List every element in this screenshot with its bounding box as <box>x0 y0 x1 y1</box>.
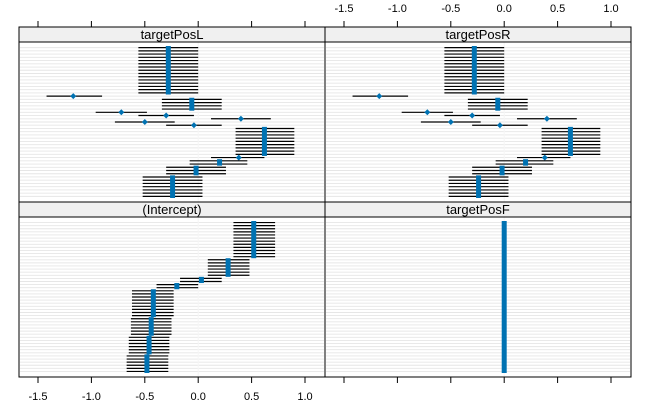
effect-group-6 <box>517 115 577 122</box>
point-estimate <box>469 112 476 119</box>
effect-group-7 <box>420 119 481 125</box>
effect-group-2 <box>352 93 409 100</box>
point-estimate <box>495 97 501 111</box>
panel-targetPosR: targetPosR <box>325 27 631 202</box>
effect-group-4 <box>95 109 147 116</box>
strip-label-targetPosF: targetPosF <box>446 202 510 217</box>
effect-group-1 <box>444 46 505 95</box>
point-estimate <box>424 109 431 116</box>
x-tick-label-bottom: -0.5 <box>135 391 154 403</box>
effect-group-12 <box>472 165 532 176</box>
point-estimate <box>541 154 548 161</box>
x-tick-label-bottom: 0.0 <box>191 391 206 403</box>
point-estimate <box>148 317 154 336</box>
panel-targetPosL: targetPosL <box>19 27 325 202</box>
strip-background <box>325 202 631 217</box>
x-tick-label-bottom: 0.5 <box>244 391 259 403</box>
point-estimate <box>217 159 223 166</box>
point-estimate <box>118 109 125 116</box>
strip-background <box>325 27 631 42</box>
point-estimate <box>501 221 507 373</box>
effect-group-10 <box>517 154 571 161</box>
effect-group-2 <box>207 258 250 277</box>
effect-group-4 <box>401 109 453 116</box>
panel-Intercept: (Intercept) <box>19 202 325 377</box>
effect-group-5 <box>444 112 500 119</box>
strip-background <box>19 202 325 217</box>
point-estimate <box>261 126 267 156</box>
x-tick-label-top: 1.0 <box>603 3 618 15</box>
panels-layer: targetPosL targetPosR (Intercept) targetPos… <box>19 27 631 377</box>
effect-group-11 <box>495 159 554 166</box>
point-estimate <box>235 154 242 161</box>
x-tick-label-top: 0.0 <box>497 3 512 15</box>
point-estimate <box>471 46 477 95</box>
effect-group-12 <box>166 165 226 176</box>
point-estimate <box>543 115 550 122</box>
strip-label-targetPosR: targetPosR <box>445 27 510 42</box>
x-tick-label-bottom: -1.5 <box>29 391 48 403</box>
effect-group-6 <box>211 115 271 122</box>
effect-group-4 <box>156 283 199 290</box>
effect-group-8 <box>166 122 222 129</box>
panel-targetPosF: targetPosF <box>325 202 631 377</box>
x-tick-label-top: -1.0 <box>388 3 407 15</box>
effect-group-1 <box>233 221 276 259</box>
point-estimate <box>165 46 171 95</box>
x-tick-label-top: -1.5 <box>335 3 354 15</box>
point-estimate <box>146 335 152 355</box>
point-estimate <box>189 97 195 111</box>
effect-group-3 <box>180 276 222 284</box>
effect-group-7 <box>128 335 170 355</box>
point-estimate <box>496 122 503 129</box>
effect-group-11 <box>189 159 248 166</box>
effect-group-7 <box>114 119 175 125</box>
point-estimate <box>170 175 176 198</box>
effect-group-3 <box>161 97 222 111</box>
point-estimate <box>193 165 199 176</box>
effect-group-13 <box>142 175 203 198</box>
effect-group-1 <box>501 221 507 373</box>
effect-group-2 <box>46 93 103 100</box>
effect-group-9 <box>541 126 601 156</box>
point-estimate <box>499 165 505 176</box>
effect-group-13 <box>448 175 509 198</box>
point-estimate <box>190 122 197 129</box>
point-estimate <box>198 276 204 284</box>
point-estimate <box>141 119 148 125</box>
effect-group-3 <box>467 97 528 111</box>
effect-group-5 <box>131 289 174 318</box>
point-estimate <box>376 93 383 100</box>
effect-group-5 <box>138 112 194 119</box>
x-tick-label-bottom: -1.0 <box>82 391 101 403</box>
effect-group-1 <box>138 46 199 95</box>
point-estimate <box>70 93 77 100</box>
strip-background <box>19 27 325 42</box>
point-estimate <box>174 283 180 290</box>
point-estimate <box>150 289 156 318</box>
point-estimate <box>144 354 150 373</box>
strip-label-Intercept: (Intercept) <box>142 202 201 217</box>
axis-layer: -1.5 -1.5 -1.0 -1.0 -0.5 -0.5 0.0 0.0 0.5 0.5 1.0 1… <box>18 3 632 403</box>
effect-group-10 <box>211 154 265 161</box>
point-estimate <box>476 175 482 198</box>
effect-group-9 <box>235 126 295 156</box>
point-estimate <box>163 112 170 119</box>
point-estimate <box>251 221 257 259</box>
effect-group-8 <box>472 122 528 129</box>
point-estimate <box>523 159 529 166</box>
point-estimate <box>225 258 231 277</box>
effect-group-8 <box>126 354 169 373</box>
strip-label-targetPosL: targetPosL <box>141 27 204 42</box>
x-tick-label-bottom: 1.0 <box>297 391 312 403</box>
x-tick-label-top: -0.5 <box>441 3 460 15</box>
point-estimate <box>447 119 454 125</box>
effect-group-6 <box>130 317 172 336</box>
point-estimate <box>567 126 573 156</box>
x-tick-label-top: 0.5 <box>550 3 565 15</box>
point-estimate <box>237 115 244 122</box>
